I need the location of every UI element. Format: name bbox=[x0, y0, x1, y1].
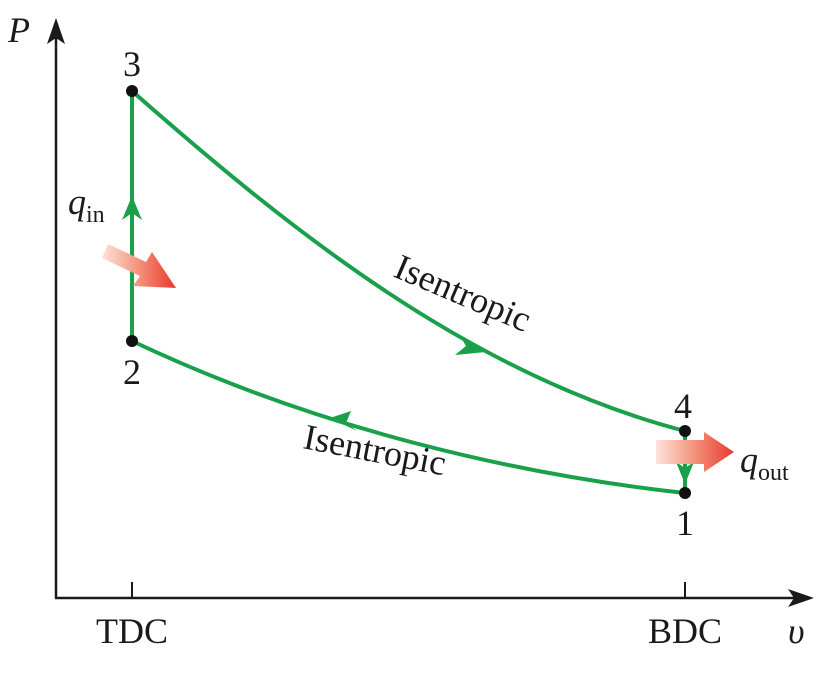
heat-out-label: qout bbox=[740, 440, 789, 486]
bdc-tick-label: BDC bbox=[648, 611, 722, 651]
expansion-process-label: Isentropic bbox=[389, 247, 537, 340]
state-label-2: 2 bbox=[123, 352, 141, 392]
y-axis-arrowhead bbox=[47, 18, 65, 44]
axes bbox=[47, 18, 814, 607]
process-3-4-isentropic-expansion bbox=[130, 89, 687, 433]
state-point-2 bbox=[126, 335, 138, 347]
state-point-3 bbox=[126, 85, 138, 97]
heat-out-subscript: out bbox=[758, 460, 789, 486]
arrow-down-4-1 bbox=[676, 462, 694, 484]
arrow-up-2-3 bbox=[122, 196, 142, 220]
arrow-along-3-4 bbox=[455, 336, 486, 355]
state-points bbox=[126, 85, 691, 499]
state-label-1: 1 bbox=[676, 503, 694, 543]
state-label-4: 4 bbox=[674, 386, 692, 426]
heat-in-label: qin bbox=[68, 182, 105, 228]
heat-in-arrow bbox=[102, 244, 176, 288]
cycle bbox=[130, 89, 687, 495]
direction-arrows bbox=[122, 196, 694, 484]
x-axis-label: υ bbox=[788, 611, 805, 651]
heat-out-arrow bbox=[656, 432, 734, 472]
compression-process-label: Isentropic bbox=[300, 417, 449, 484]
heat-in-subscript: in bbox=[86, 202, 105, 228]
x-axis-arrowhead bbox=[788, 589, 814, 607]
state-label-3: 3 bbox=[123, 44, 141, 84]
arrow-along-1-2 bbox=[330, 411, 357, 431]
tdc-tick-label: TDC bbox=[96, 611, 168, 651]
state-point-1 bbox=[679, 487, 691, 499]
heat-out-symbol: q bbox=[740, 440, 758, 480]
y-axis-label: P bbox=[7, 10, 30, 50]
process-1-2-isentropic-compression bbox=[130, 339, 687, 495]
state-point-4 bbox=[679, 425, 691, 437]
heat-in-symbol: q bbox=[68, 182, 86, 222]
